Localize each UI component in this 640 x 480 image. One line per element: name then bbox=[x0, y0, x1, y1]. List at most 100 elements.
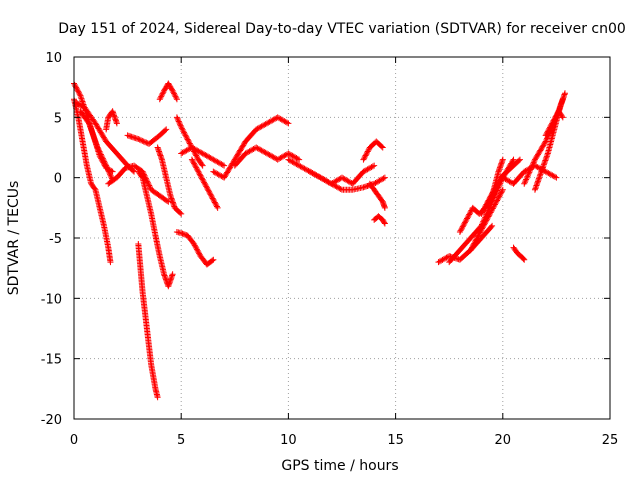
data-point bbox=[485, 213, 492, 220]
data-point bbox=[164, 197, 171, 204]
data-point bbox=[484, 198, 491, 205]
data-point bbox=[489, 222, 496, 229]
chart-title: Day 151 of 2024, Sidereal Day-to-day VTE… bbox=[58, 21, 626, 37]
data-point bbox=[477, 228, 484, 235]
data-point bbox=[192, 243, 199, 250]
data-point bbox=[522, 177, 529, 184]
data-point bbox=[360, 156, 367, 163]
data-point bbox=[542, 138, 549, 145]
data-point bbox=[171, 90, 178, 97]
data-point bbox=[178, 123, 185, 130]
data-point bbox=[545, 127, 552, 134]
data-point bbox=[86, 120, 93, 127]
data-point bbox=[95, 147, 102, 154]
data-point bbox=[365, 147, 372, 154]
data-point bbox=[551, 115, 558, 122]
data-point bbox=[457, 227, 464, 234]
data-point bbox=[202, 182, 209, 189]
data-point bbox=[494, 180, 501, 187]
data-point bbox=[173, 96, 180, 103]
data-point bbox=[181, 131, 188, 138]
data-point bbox=[544, 128, 551, 135]
data-point bbox=[523, 175, 530, 182]
data-point bbox=[204, 186, 211, 193]
data-point bbox=[294, 155, 301, 162]
data-point bbox=[364, 149, 371, 156]
data-points bbox=[71, 80, 568, 401]
data-point bbox=[363, 151, 370, 158]
data-point bbox=[99, 155, 106, 162]
data-point bbox=[193, 164, 200, 171]
data-point bbox=[195, 249, 202, 256]
data-point bbox=[183, 133, 190, 140]
data-point bbox=[154, 394, 161, 401]
data-point bbox=[486, 194, 493, 201]
data-point bbox=[144, 179, 151, 186]
data-point bbox=[169, 87, 176, 94]
data-point bbox=[493, 182, 500, 189]
data-point bbox=[494, 196, 501, 203]
data-point bbox=[179, 126, 186, 133]
data-point bbox=[469, 244, 476, 251]
data-point bbox=[209, 195, 216, 202]
data-point bbox=[196, 171, 203, 178]
data-point bbox=[159, 90, 166, 97]
data-point bbox=[89, 128, 96, 135]
data-point bbox=[192, 163, 199, 170]
data-point bbox=[205, 187, 212, 194]
series-arc-14 bbox=[178, 144, 228, 169]
data-point bbox=[138, 137, 144, 144]
data-point bbox=[140, 138, 147, 145]
data-point bbox=[546, 124, 553, 131]
data-point bbox=[479, 224, 486, 231]
series-arc-16 bbox=[210, 114, 292, 181]
data-point bbox=[193, 152, 200, 159]
data-point bbox=[184, 136, 191, 143]
data-point bbox=[198, 173, 205, 180]
data-point bbox=[99, 154, 106, 161]
series-arc-11 bbox=[156, 80, 180, 103]
data-point bbox=[550, 117, 557, 124]
y-tick-label: -10 bbox=[41, 292, 62, 307]
data-point bbox=[481, 220, 488, 227]
data-point bbox=[177, 209, 184, 216]
data-point bbox=[491, 185, 498, 192]
data-point bbox=[98, 152, 105, 159]
data-point bbox=[528, 165, 535, 172]
data-point bbox=[92, 137, 99, 144]
series-arc-7 bbox=[124, 126, 170, 147]
data-point bbox=[144, 178, 151, 185]
data-point bbox=[509, 157, 516, 164]
data-point bbox=[499, 156, 506, 163]
series-arc-5 bbox=[103, 108, 120, 133]
data-point bbox=[213, 203, 220, 210]
data-point bbox=[475, 232, 482, 239]
data-point bbox=[104, 165, 111, 172]
data-point bbox=[526, 169, 533, 176]
data-point bbox=[480, 206, 487, 213]
data-point bbox=[361, 153, 368, 160]
data-point bbox=[200, 178, 207, 185]
data-point bbox=[486, 210, 493, 217]
data-point bbox=[490, 188, 497, 195]
data-point bbox=[160, 89, 167, 96]
data-point bbox=[530, 159, 537, 166]
data-point bbox=[285, 120, 292, 127]
data-point bbox=[499, 186, 506, 193]
data-point bbox=[196, 169, 203, 176]
series-arc-12 bbox=[173, 114, 206, 169]
data-point bbox=[490, 204, 497, 211]
y-tick-label: -15 bbox=[41, 353, 62, 368]
y-tick-label: 5 bbox=[54, 111, 62, 126]
series-arc-6 bbox=[105, 162, 172, 205]
data-point bbox=[472, 237, 479, 244]
data-point bbox=[492, 200, 499, 207]
data-point bbox=[196, 250, 203, 257]
y-tick-label: 0 bbox=[54, 172, 62, 187]
data-point bbox=[479, 208, 486, 215]
series-arc-17 bbox=[231, 144, 303, 169]
y-axis-label: SDTVAR / TECUs bbox=[6, 181, 22, 296]
series-arc-19 bbox=[306, 162, 378, 187]
data-point bbox=[208, 194, 215, 201]
data-point bbox=[464, 214, 471, 221]
